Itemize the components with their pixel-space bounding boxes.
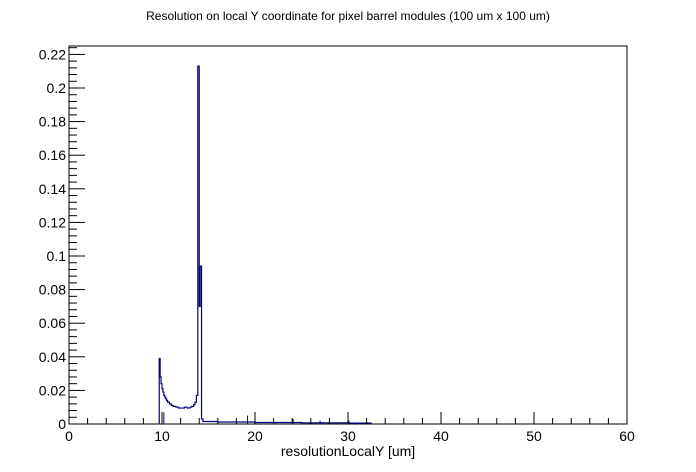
- y-tick-label: 0.1: [47, 248, 67, 264]
- x-tick-label: 30: [340, 428, 356, 444]
- y-tick-label: 0.08: [39, 282, 66, 298]
- histogram-outline: [158, 65, 372, 424]
- y-tick-label: 0.14: [39, 181, 66, 197]
- plot-frame: [68, 45, 628, 425]
- x-tick-label: 20: [247, 428, 263, 444]
- y-tick-label: 0.22: [39, 46, 66, 62]
- plot-area: [68, 45, 628, 425]
- chart-title: Resolution on local Y coordinate for pix…: [146, 9, 550, 23]
- x-tick-label: 0: [65, 428, 73, 444]
- x-axis-label: resolutionLocalY [um]: [281, 443, 415, 459]
- x-tick-label: 50: [526, 428, 542, 444]
- y-tick-label: 0.04: [39, 349, 66, 365]
- x-tick-label: 40: [433, 428, 449, 444]
- y-tick-label: 0.16: [39, 147, 66, 163]
- x-axis: 0 10 20 30 40 50 60: [65, 412, 635, 444]
- y-tick-label: 0.2: [47, 80, 67, 96]
- y-tick-label: 0.02: [39, 382, 66, 398]
- y-tick-label: 0: [58, 416, 66, 432]
- y-tick-label: 0.06: [39, 315, 66, 331]
- x-tick-label: 10: [154, 428, 170, 444]
- y-tick-label: 0.18: [39, 114, 66, 130]
- y-axis: 0 0.02 0.04 0.06 0.08 0.1 0.12 0.14 0.16 0.18 0.2 0…: [39, 46, 85, 432]
- y-tick-label: 0.12: [39, 214, 66, 230]
- x-tick-label: 60: [619, 428, 635, 444]
